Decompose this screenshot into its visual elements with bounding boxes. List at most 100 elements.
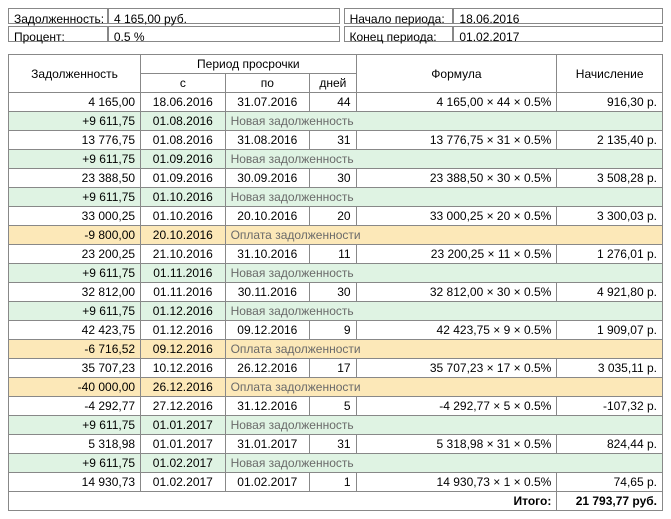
cell-acc: 3 035,11 р. [557, 359, 663, 378]
cell-debt: -40 000,00 [9, 378, 141, 397]
table-row: +9 611,7501.08.2016Новая задолженность [9, 112, 663, 131]
cell-debt: 5 318,98 [9, 435, 141, 454]
cell-acc: -107,32 р. [557, 397, 663, 416]
cell-debt: 23 388,50 [9, 169, 141, 188]
cell-note: Новая задолженность [225, 264, 662, 283]
info-block: Задолженность: 4 165,00 руб. Начало пери… [8, 8, 663, 42]
cell-debt: -4 292,77 [9, 397, 141, 416]
cell-from: 09.12.2016 [141, 340, 226, 359]
cell-from: 27.12.2016 [141, 397, 226, 416]
cell-note: Оплата задолженности [225, 378, 662, 397]
period-start-value: 18.06.2016 [453, 8, 663, 24]
table-row: +9 611,7501.11.2016Новая задолженность [9, 264, 663, 283]
cell-days: 5 [310, 397, 356, 416]
cell-debt: +9 611,75 [9, 112, 141, 131]
table-row: 4 165,0018.06.201631.07.2016444 165,00 ×… [9, 93, 663, 112]
cell-note: Новая задолженность [225, 112, 662, 131]
cell-formula: -4 292,77 × 5 × 0.5% [356, 397, 557, 416]
cell-from: 01.08.2016 [141, 131, 226, 150]
table-row: -6 716,5209.12.2016Оплата задолженности [9, 340, 663, 359]
table-row: 35 707,2310.12.201626.12.20161735 707,23… [9, 359, 663, 378]
cell-debt: 13 776,75 [9, 131, 141, 150]
table-row: +9 611,7501.01.2017Новая задолженность [9, 416, 663, 435]
cell-debt: 14 930,73 [9, 473, 141, 492]
cell-to: 30.11.2016 [225, 283, 310, 302]
table-row: 23 388,5001.09.201630.09.20163023 388,50… [9, 169, 663, 188]
cell-debt: 32 812,00 [9, 283, 141, 302]
cell-formula: 33 000,25 × 20 × 0.5% [356, 207, 557, 226]
table-row: +9 611,7501.09.2016Новая задолженность [9, 150, 663, 169]
cell-acc: 74,65 р. [557, 473, 663, 492]
cell-debt: -6 716,52 [9, 340, 141, 359]
cell-days: 9 [310, 321, 356, 340]
table-row: 23 200,2521.10.201631.10.20161123 200,25… [9, 245, 663, 264]
cell-days: 20 [310, 207, 356, 226]
cell-days: 30 [310, 169, 356, 188]
cell-acc: 3 300,03 р. [557, 207, 663, 226]
header-from: с [141, 74, 226, 93]
table-row: 33 000,2501.10.201620.10.20162033 000,25… [9, 207, 663, 226]
period-end-label: Конец периода: [344, 26, 454, 42]
header-to: по [225, 74, 310, 93]
cell-from: 18.06.2016 [141, 93, 226, 112]
total-label: Итого: [9, 492, 557, 511]
cell-from: 01.10.2016 [141, 207, 226, 226]
cell-from: 10.12.2016 [141, 359, 226, 378]
cell-formula: 35 707,23 × 17 × 0.5% [356, 359, 557, 378]
table-row: 5 318,9801.01.201731.01.2017315 318,98 ×… [9, 435, 663, 454]
total-row: Итого:21 793,77 руб. [9, 492, 663, 511]
cell-debt: +9 611,75 [9, 150, 141, 169]
cell-formula: 4 165,00 × 44 × 0.5% [356, 93, 557, 112]
cell-to: 31.12.2016 [225, 397, 310, 416]
table-row: -9 800,0020.10.2016Оплата задолженности [9, 226, 663, 245]
info-row: Процент: 0.5 % Конец периода: 01.02.2017 [8, 26, 663, 42]
cell-days: 30 [310, 283, 356, 302]
cell-from: 01.01.2017 [141, 435, 226, 454]
cell-formula: 23 388,50 × 30 × 0.5% [356, 169, 557, 188]
debt-value: 4 165,00 руб. [108, 8, 340, 24]
cell-from: 01.11.2016 [141, 264, 226, 283]
cell-acc: 4 921,80 р. [557, 283, 663, 302]
cell-debt: +9 611,75 [9, 454, 141, 473]
cell-debt: +9 611,75 [9, 416, 141, 435]
cell-debt: 35 707,23 [9, 359, 141, 378]
cell-debt: 42 423,75 [9, 321, 141, 340]
cell-formula: 5 318,98 × 31 × 0.5% [356, 435, 557, 454]
cell-days: 11 [310, 245, 356, 264]
cell-formula: 32 812,00 × 30 × 0.5% [356, 283, 557, 302]
table-row: +9 611,7501.12.2016Новая задолженность [9, 302, 663, 321]
table-row: 42 423,7501.12.201609.12.2016942 423,75 … [9, 321, 663, 340]
cell-from: 01.02.2017 [141, 473, 226, 492]
cell-acc: 2 135,40 р. [557, 131, 663, 150]
cell-from: 26.12.2016 [141, 378, 226, 397]
cell-debt: +9 611,75 [9, 188, 141, 207]
cell-acc: 824,44 р. [557, 435, 663, 454]
cell-debt: 33 000,25 [9, 207, 141, 226]
cell-from: 01.11.2016 [141, 283, 226, 302]
cell-to: 31.07.2016 [225, 93, 310, 112]
cell-to: 01.02.2017 [225, 473, 310, 492]
cell-from: 01.09.2016 [141, 169, 226, 188]
cell-note: Новая задолженность [225, 416, 662, 435]
header-days: дней [310, 74, 356, 93]
cell-from: 01.02.2017 [141, 454, 226, 473]
cell-debt: +9 611,75 [9, 264, 141, 283]
cell-to: 31.08.2016 [225, 131, 310, 150]
period-start-label: Начало периода: [344, 8, 454, 24]
cell-from: 01.08.2016 [141, 112, 226, 131]
cell-debt: 23 200,25 [9, 245, 141, 264]
cell-from: 01.10.2016 [141, 188, 226, 207]
table-row: +9 611,7501.02.2017Новая задолженность [9, 454, 663, 473]
table-row: 32 812,0001.11.201630.11.20163032 812,00… [9, 283, 663, 302]
cell-note: Новая задолженность [225, 454, 662, 473]
cell-to: 20.10.2016 [225, 207, 310, 226]
cell-acc: 3 508,28 р. [557, 169, 663, 188]
cell-days: 31 [310, 131, 356, 150]
cell-acc: 916,30 р. [557, 93, 663, 112]
cell-note: Новая задолженность [225, 150, 662, 169]
cell-days: 17 [310, 359, 356, 378]
cell-note: Оплата задолженности [225, 226, 662, 245]
cell-days: 1 [310, 473, 356, 492]
cell-days: 44 [310, 93, 356, 112]
cell-to: 26.12.2016 [225, 359, 310, 378]
